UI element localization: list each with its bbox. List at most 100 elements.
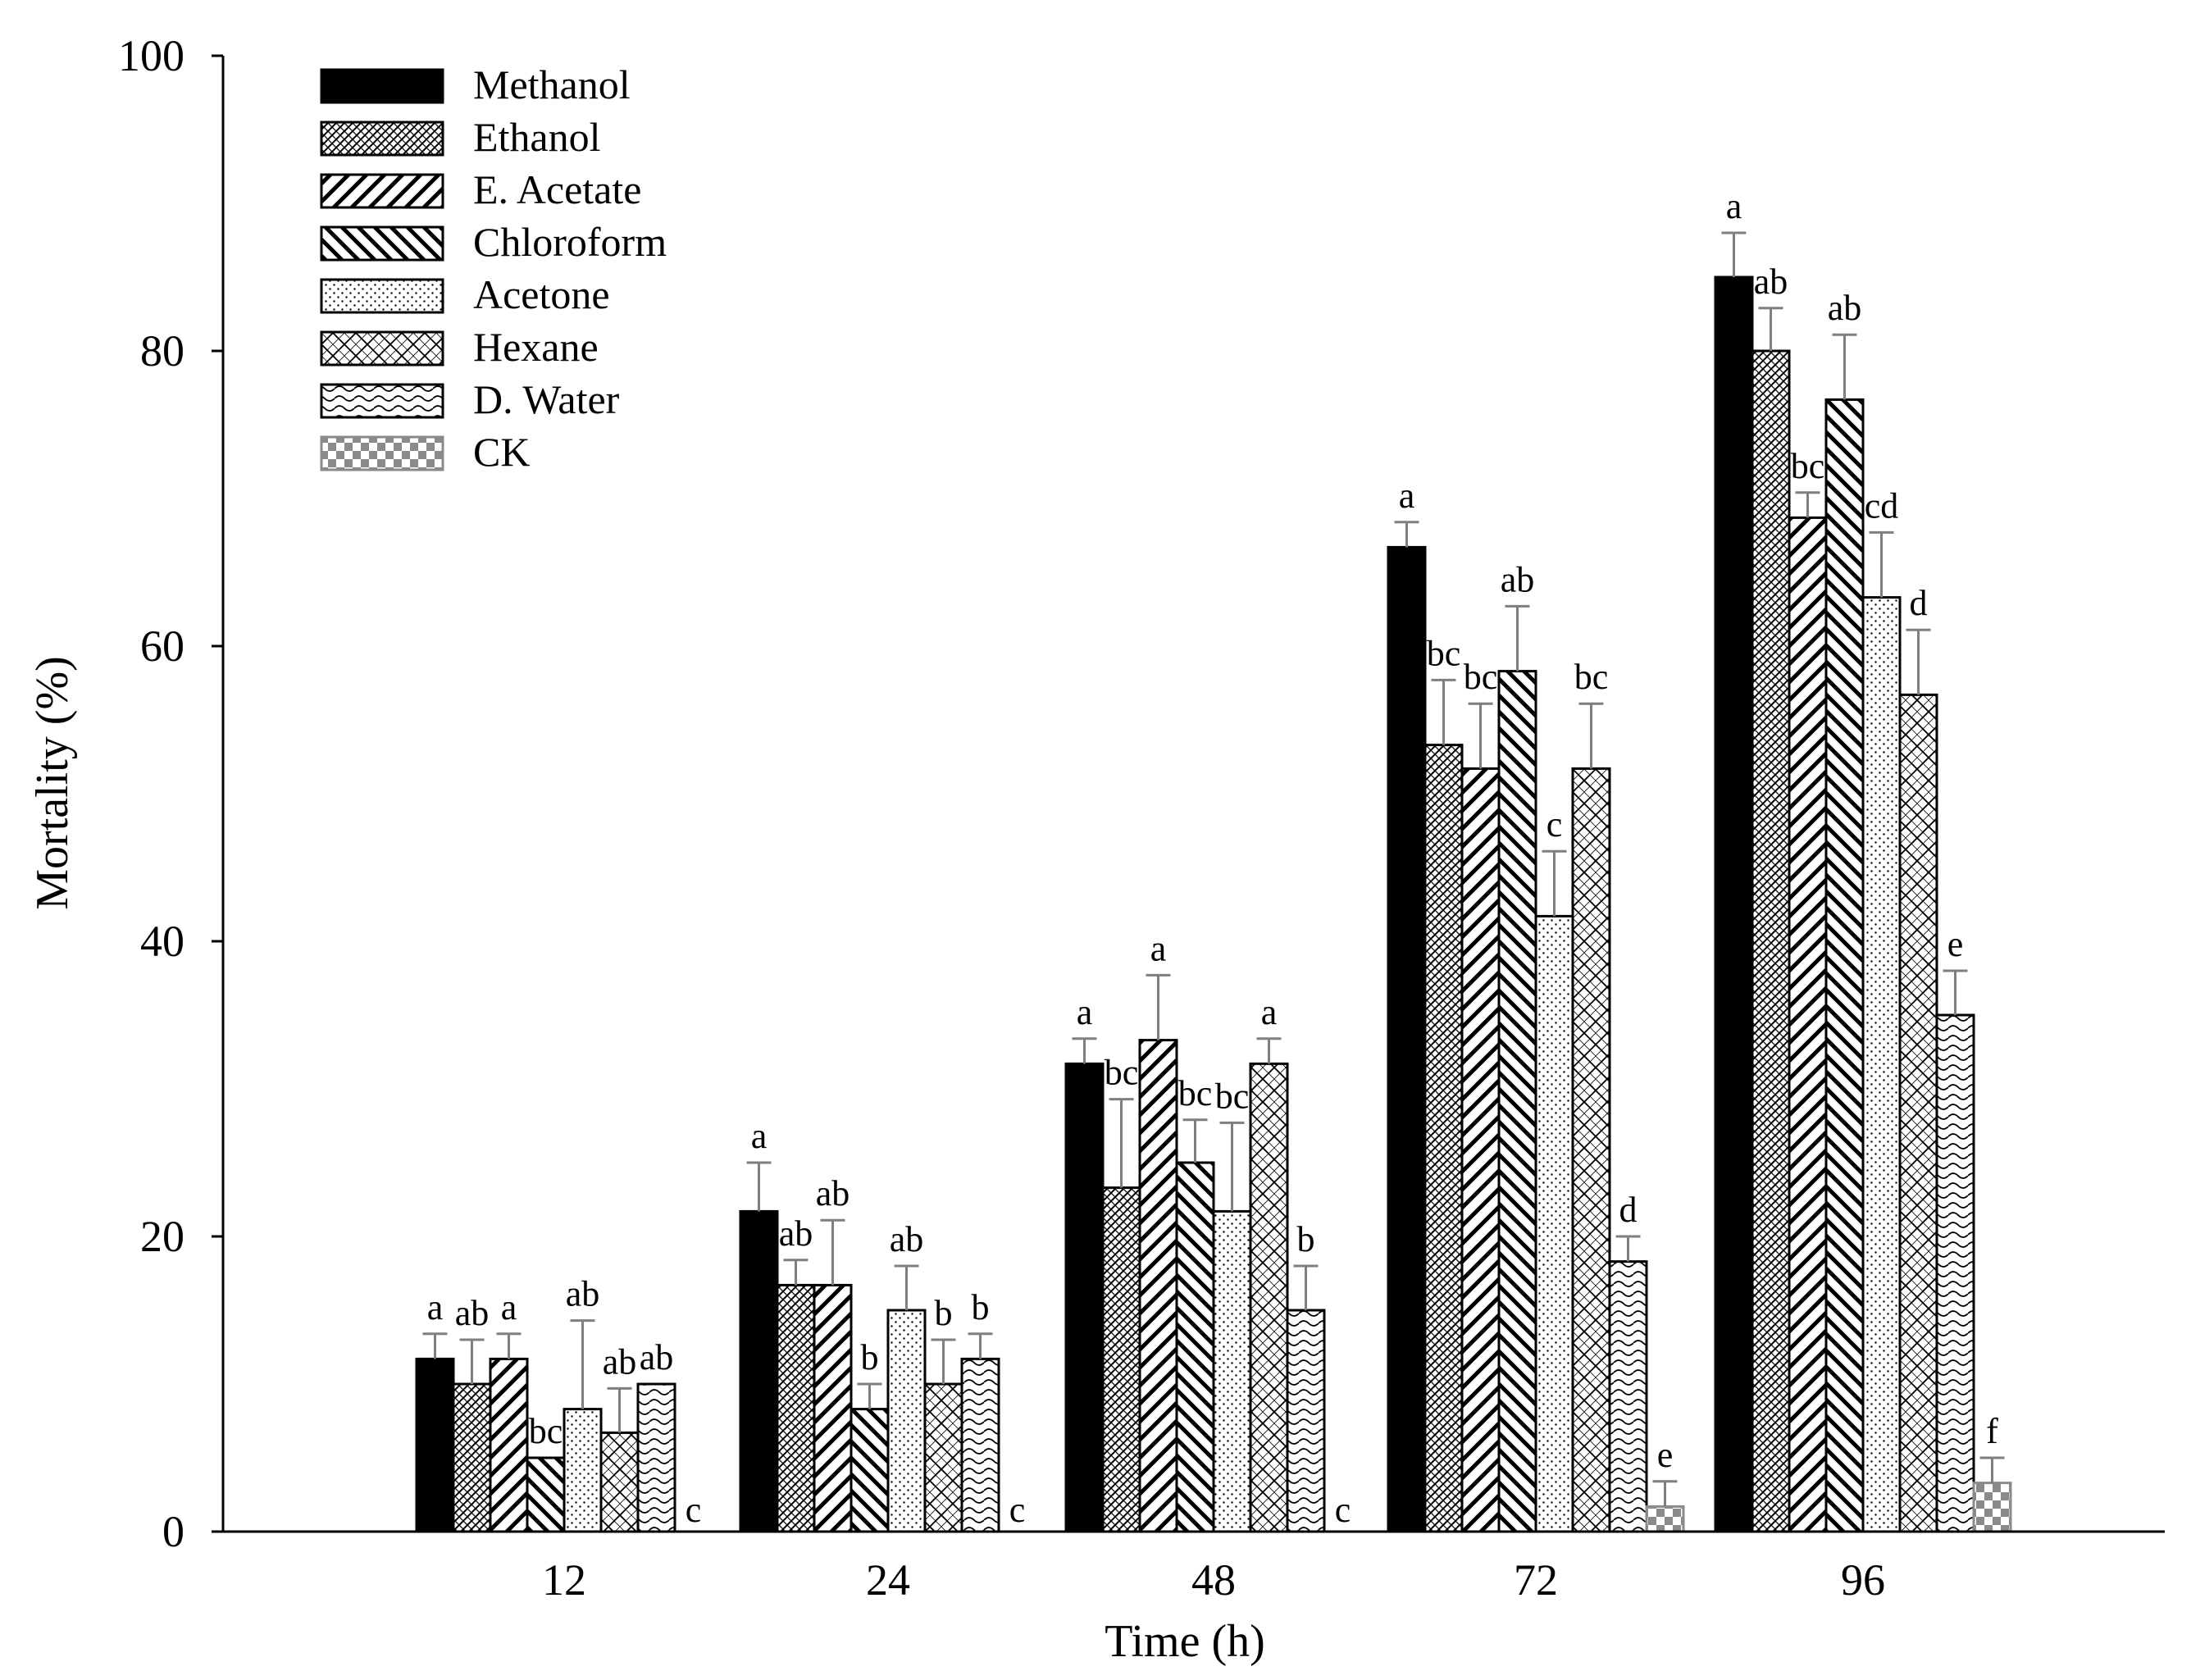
bar-methanol-72h [1387, 545, 1427, 1533]
y-tick-label: 0 [162, 1507, 184, 1556]
significance-letter: ab [455, 1293, 490, 1333]
y-tick-label: 20 [140, 1212, 184, 1261]
significance-letter: ab [1828, 288, 1862, 328]
significance-letter: bc [1178, 1073, 1213, 1113]
x-tick-label: 72 [1514, 1555, 1558, 1605]
legend-label-d-water: D. Water [473, 376, 620, 422]
bar-acetone-24h [886, 1309, 927, 1533]
significance-letter: c [1335, 1490, 1351, 1530]
bar-ck-96h [1972, 1482, 2012, 1533]
bar-methanol-12h [415, 1357, 455, 1533]
bar-hexane-96h [1898, 693, 1938, 1533]
significance-letter: bc [1105, 1053, 1139, 1093]
legend-label-methanol: Methanol [473, 61, 631, 107]
significance-letter: ab [1501, 559, 1535, 599]
bar-chloroform-12h [526, 1456, 566, 1533]
legend-label-ethanol: Ethanol [473, 114, 601, 160]
bar-e-acetate-96h [1788, 516, 1828, 1533]
significance-letter: f [1986, 1411, 1998, 1451]
significance-letter: c [1546, 804, 1563, 845]
bar-ck-72h [1645, 1505, 1685, 1533]
significance-letter: e [1947, 924, 1964, 964]
bar-acetone-96h [1861, 596, 1902, 1533]
bar-ethanol-72h [1423, 744, 1464, 1533]
significance-letter: ab [566, 1274, 600, 1314]
bar-e-acetate-24h [813, 1283, 853, 1533]
y-tick-label: 100 [118, 31, 184, 80]
significance-letter: bc [529, 1411, 563, 1451]
bar-ethanol-48h [1101, 1186, 1141, 1533]
legend-label-chloroform: Chloroform [473, 219, 667, 265]
significance-letter: a [1726, 186, 1742, 226]
significance-letter: ab [603, 1341, 637, 1382]
y-tick-label: 80 [140, 326, 184, 376]
significance-letter: bc [1791, 446, 1825, 486]
legend-label-e-acetate: E. Acetate [473, 166, 641, 212]
bar-hexane-12h [599, 1431, 640, 1533]
legend-swatch-ethanol [320, 121, 444, 157]
significance-letter: d [1910, 583, 1928, 623]
legend-swatch-d-water [320, 383, 444, 419]
bar-e-acetate-48h [1138, 1039, 1178, 1533]
legend-swatch-methanol [320, 68, 444, 104]
bar-d-water-72h [1608, 1260, 1648, 1533]
bar-d-water-96h [1935, 1013, 1975, 1533]
significance-letter: a [1261, 992, 1278, 1032]
bar-acetone-72h [1534, 914, 1574, 1533]
bar-chloroform-48h [1175, 1161, 1215, 1533]
legend-swatch-acetone [320, 278, 444, 314]
significance-letter: ab [816, 1173, 850, 1213]
bar-d-water-24h [960, 1357, 1000, 1533]
bar-acetone-48h [1212, 1209, 1252, 1533]
bar-methanol-48h [1064, 1062, 1105, 1533]
significance-letter: ab [640, 1337, 674, 1377]
bar-hexane-24h [923, 1382, 963, 1533]
significance-letter: b [1297, 1219, 1315, 1259]
legend-label-ck: CK [473, 429, 530, 475]
significance-letter: c [686, 1490, 702, 1530]
significance-letter: a [501, 1287, 517, 1327]
significance-letter: b [972, 1287, 990, 1327]
bar-chloroform-72h [1497, 670, 1537, 1533]
bar-ethanol-12h [452, 1382, 492, 1533]
significance-letter: ab [890, 1219, 924, 1259]
bar-chloroform-24h [850, 1408, 890, 1533]
y-axis-title: Mortality (%) [27, 656, 78, 909]
significance-letter: b [861, 1337, 879, 1377]
x-tick-label: 48 [1191, 1555, 1236, 1605]
significance-letter: ab [779, 1213, 813, 1254]
significance-letter: a [1077, 992, 1093, 1032]
x-tick-label: 24 [866, 1555, 910, 1605]
bar-chloroform-96h [1824, 398, 1865, 1533]
significance-letter: b [935, 1293, 953, 1333]
significance-letter: d [1619, 1190, 1638, 1230]
significance-letter: a [427, 1287, 444, 1327]
legend-swatch-chloroform [320, 225, 444, 262]
bar-hexane-72h [1571, 767, 1611, 1533]
bar-ethanol-24h [776, 1283, 816, 1533]
bar-d-water-48h [1286, 1309, 1326, 1533]
significance-letter: a [1150, 928, 1167, 968]
legend-label-hexane: Hexane [473, 324, 599, 370]
bar-e-acetate-12h [489, 1357, 529, 1533]
significance-letter: c [1009, 1490, 1026, 1530]
y-tick-label: 40 [140, 917, 184, 966]
bar-hexane-48h [1249, 1062, 1289, 1533]
bar-ethanol-96h [1751, 349, 1791, 1533]
significance-letter: a [751, 1116, 768, 1156]
significance-letter: e [1657, 1435, 1674, 1475]
legend-swatch-hexane [320, 330, 444, 367]
bar-methanol-24h [739, 1209, 779, 1533]
bar-acetone-12h [563, 1408, 603, 1533]
legend-swatch-ck [320, 435, 444, 471]
significance-letter: a [1399, 476, 1415, 516]
x-axis-title: Time (h) [1105, 1616, 1265, 1667]
significance-letter: ab [1754, 262, 1788, 302]
significance-letter: bc [1574, 657, 1609, 697]
significance-letter: cd [1865, 485, 1899, 526]
bar-methanol-96h [1714, 275, 1754, 1533]
y-tick-label: 60 [140, 621, 184, 671]
significance-letter: bc [1215, 1076, 1250, 1116]
significance-letter: bc [1464, 657, 1498, 697]
